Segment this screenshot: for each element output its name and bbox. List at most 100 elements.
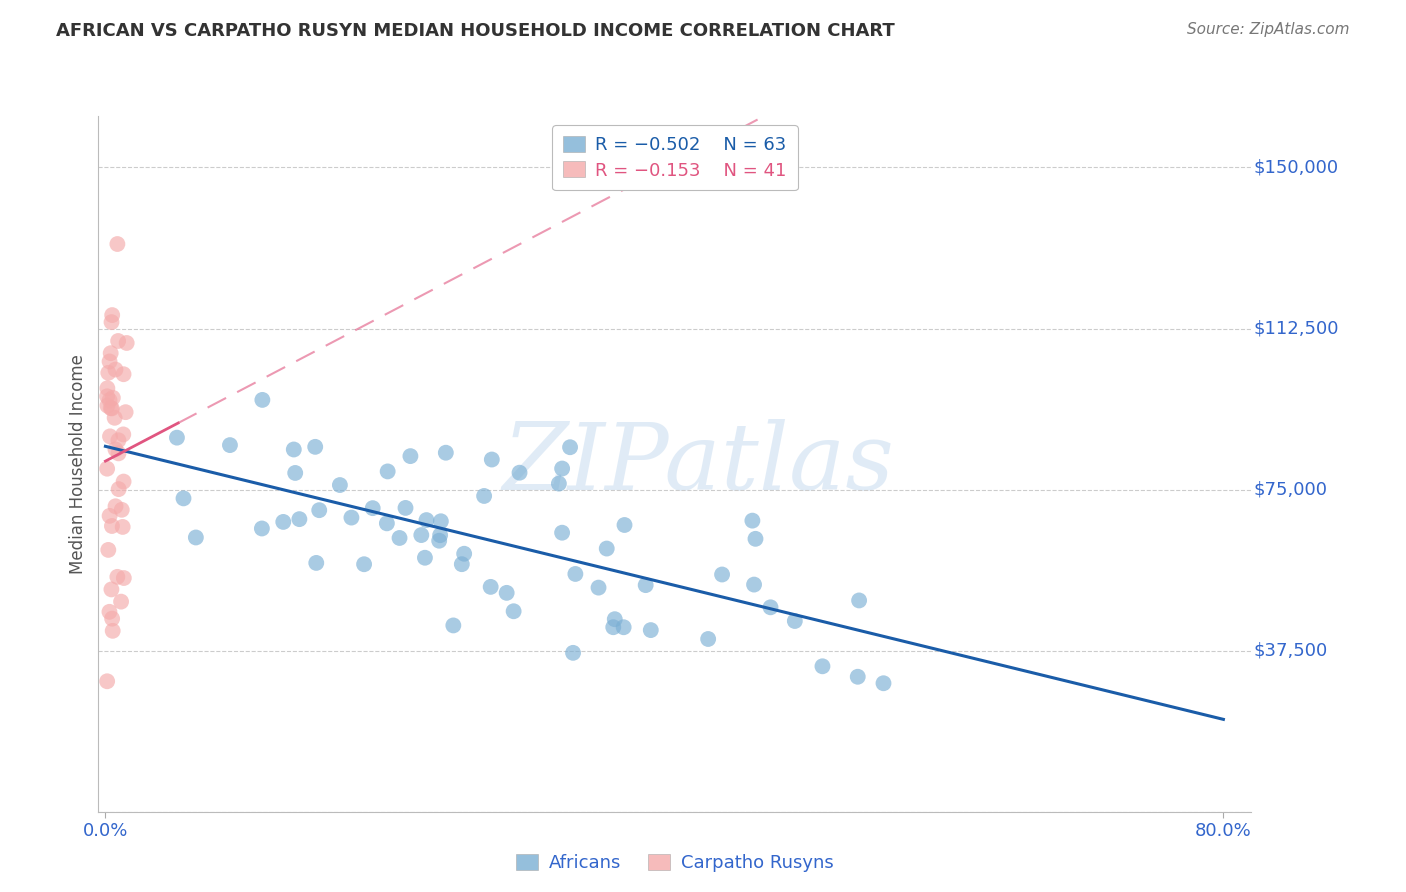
Point bbox=[547, 476, 569, 491]
Point bbox=[472, 489, 495, 503]
Point bbox=[173, 491, 195, 506]
Point bbox=[411, 528, 433, 542]
Point bbox=[115, 336, 138, 351]
Point bbox=[340, 510, 363, 524]
Y-axis label: Median Household Income: Median Household Income bbox=[69, 354, 87, 574]
Point bbox=[441, 618, 464, 632]
Point bbox=[114, 405, 136, 419]
Point bbox=[613, 620, 636, 634]
Point bbox=[434, 446, 457, 460]
Point bbox=[107, 446, 129, 460]
Point bbox=[742, 577, 765, 591]
Point bbox=[283, 442, 305, 457]
Point bbox=[101, 391, 124, 405]
Point bbox=[96, 389, 118, 403]
Point bbox=[427, 533, 450, 548]
Point bbox=[100, 582, 122, 597]
Point bbox=[495, 586, 517, 600]
Point bbox=[96, 674, 118, 689]
Point bbox=[101, 612, 124, 626]
Point bbox=[112, 571, 135, 585]
Point bbox=[252, 392, 274, 407]
Point bbox=[184, 531, 207, 545]
Text: $150,000: $150,000 bbox=[1254, 159, 1339, 177]
Point bbox=[104, 362, 127, 376]
Point bbox=[388, 531, 411, 545]
Point bbox=[107, 434, 129, 448]
Point bbox=[429, 528, 451, 542]
Point bbox=[101, 624, 124, 638]
Point bbox=[848, 593, 870, 607]
Text: $112,500: $112,500 bbox=[1254, 319, 1339, 337]
Point bbox=[562, 646, 585, 660]
Point bbox=[219, 438, 242, 452]
Point bbox=[329, 478, 352, 492]
Point bbox=[783, 614, 806, 628]
Point bbox=[613, 518, 636, 533]
Point bbox=[603, 612, 626, 626]
Point bbox=[107, 482, 129, 496]
Point bbox=[846, 670, 869, 684]
Point bbox=[453, 547, 475, 561]
Point bbox=[759, 600, 782, 615]
Point bbox=[305, 556, 328, 570]
Point bbox=[284, 466, 307, 480]
Point bbox=[288, 512, 311, 526]
Point bbox=[100, 315, 122, 329]
Point bbox=[101, 308, 124, 322]
Point bbox=[413, 550, 436, 565]
Point bbox=[250, 521, 273, 535]
Point bbox=[104, 410, 127, 425]
Text: Source: ZipAtlas.com: Source: ZipAtlas.com bbox=[1187, 22, 1350, 37]
Point bbox=[558, 440, 581, 454]
Point bbox=[96, 399, 118, 413]
Point bbox=[98, 354, 121, 368]
Text: ZIPatlas: ZIPatlas bbox=[502, 419, 894, 508]
Text: $75,000: $75,000 bbox=[1254, 481, 1327, 499]
Point bbox=[430, 514, 453, 528]
Point bbox=[107, 334, 129, 348]
Point bbox=[353, 558, 375, 572]
Point bbox=[640, 623, 662, 637]
Point bbox=[96, 381, 118, 395]
Point bbox=[564, 566, 586, 581]
Point bbox=[377, 464, 399, 478]
Point bbox=[502, 604, 524, 618]
Point bbox=[98, 393, 121, 408]
Point bbox=[105, 570, 128, 584]
Point bbox=[166, 431, 188, 445]
Point bbox=[588, 581, 610, 595]
Point bbox=[741, 514, 763, 528]
Point bbox=[111, 503, 134, 517]
Point bbox=[104, 500, 127, 514]
Point bbox=[112, 427, 135, 442]
Point bbox=[602, 620, 624, 634]
Point bbox=[111, 520, 134, 534]
Point bbox=[481, 452, 503, 467]
Point bbox=[596, 541, 619, 556]
Point bbox=[361, 501, 384, 516]
Point bbox=[811, 659, 834, 673]
Legend: Africans, Carpatho Rusyns: Africans, Carpatho Rusyns bbox=[509, 847, 841, 880]
Point bbox=[711, 567, 734, 582]
Point bbox=[101, 519, 124, 533]
Point bbox=[304, 440, 326, 454]
Point bbox=[105, 237, 128, 252]
Point bbox=[112, 368, 135, 382]
Point bbox=[101, 401, 124, 416]
Point bbox=[399, 449, 422, 463]
Point bbox=[450, 557, 472, 571]
Point bbox=[110, 594, 132, 608]
Point bbox=[112, 475, 135, 489]
Point bbox=[100, 401, 122, 416]
Point bbox=[872, 676, 894, 690]
Point bbox=[97, 542, 120, 557]
Point bbox=[479, 580, 502, 594]
Point bbox=[100, 346, 122, 360]
Point bbox=[551, 525, 574, 540]
Point bbox=[308, 503, 330, 517]
Text: AFRICAN VS CARPATHO RUSYN MEDIAN HOUSEHOLD INCOME CORRELATION CHART: AFRICAN VS CARPATHO RUSYN MEDIAN HOUSEHO… bbox=[56, 22, 896, 40]
Point bbox=[375, 516, 398, 531]
Point bbox=[96, 461, 118, 475]
Point bbox=[104, 442, 127, 457]
